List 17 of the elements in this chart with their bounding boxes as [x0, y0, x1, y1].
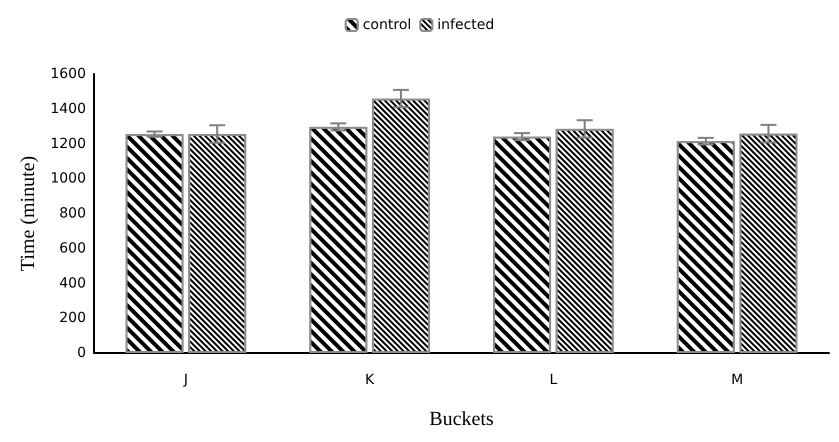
legend-label: control [362, 17, 412, 33]
x-tick-label: L [549, 372, 558, 388]
legend-label: infected [437, 17, 494, 33]
y-tick-label: 800 [59, 206, 86, 222]
y-tick-label: 1600 [50, 66, 86, 82]
y-tick-label: 1200 [50, 136, 86, 152]
y-tick-label: 0 [77, 345, 86, 361]
x-tick-label: J [182, 372, 188, 388]
y-tick-label: 400 [59, 275, 86, 292]
y-tick-label: 200 [59, 310, 86, 326]
y-tick-label: 600 [59, 240, 86, 256]
x-tick-label: K [365, 372, 376, 388]
y-tick-label: 1000 [50, 170, 86, 187]
x-tick-label: M [731, 372, 744, 388]
x-axis-title: Buckets [429, 408, 494, 430]
y-axis-title: Time (minute) [17, 156, 39, 272]
y-tick-label: 1400 [50, 100, 86, 117]
